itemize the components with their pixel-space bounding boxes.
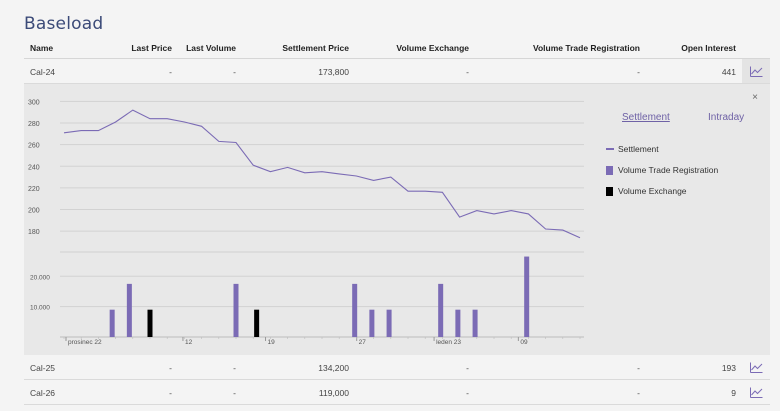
trade-registration-bar — [438, 283, 444, 337]
header-settlement-price[interactable]: Settlement Price — [282, 43, 349, 53]
cell-last-volume: - — [233, 363, 236, 373]
cell-last-volume: - — [233, 67, 236, 77]
contracts-table: Name Last Price Last Volume Settlement P… — [24, 38, 770, 84]
trade-registration-bar — [109, 309, 115, 337]
legend-item-volume-exchange[interactable]: Volume Exchange — [606, 185, 718, 206]
x-tick-label: prosinec 22 — [68, 339, 102, 346]
exchange-bar — [254, 309, 260, 337]
line-chart-icon — [749, 66, 762, 77]
chart-panel: 180 200 220 240 260 280 300 10.000 20.000 prosine… — [24, 84, 770, 355]
cell-volume-exchange: - — [466, 363, 469, 373]
legend-label: Volume Trade Registration — [618, 165, 719, 175]
legend-item-volume-trade-registration[interactable]: Volume Trade Registration — [606, 164, 718, 185]
cell-last-volume: - — [233, 388, 236, 398]
table-row: Cal-26 - - 119,000 - - 9 — [24, 380, 770, 405]
tab-settlement[interactable]: Settlement — [622, 112, 670, 123]
cell-last-price: - — [169, 67, 172, 77]
trade-registration-bar — [126, 283, 132, 337]
header-name[interactable]: Name — [30, 43, 54, 53]
cell-volume-exchange: - — [466, 388, 469, 398]
cell-last-price: - — [169, 388, 172, 398]
chart-toggle-button[interactable] — [742, 355, 770, 379]
cell-last-price: - — [169, 363, 172, 373]
x-tick-label: leden 23 — [436, 339, 461, 346]
cell-volume-trade-registration: - — [637, 67, 640, 77]
trade-registration-bar — [472, 309, 478, 337]
cell-open-interest: 9 — [731, 388, 736, 398]
price-tick-label: 200 — [28, 208, 40, 215]
cell-open-interest: 193 — [721, 363, 736, 373]
cell-settlement-price: 119,000 — [318, 388, 349, 398]
trade-registration-bar — [386, 309, 392, 337]
price-tick-label: 220 — [28, 186, 40, 193]
chart-legend: Settlement Volume Trade Registration Vol… — [606, 143, 718, 206]
price-tick-label: 180 — [28, 229, 40, 236]
contracts-table-continued: Cal-25 - - 134,200 - - 193 Cal-26 - - 11… — [24, 355, 770, 405]
price-tick-label: 240 — [28, 164, 40, 171]
x-tick-label: 27 — [359, 339, 367, 346]
header-last-volume[interactable]: Last Volume — [186, 43, 236, 53]
exchange-bar — [147, 309, 153, 337]
close-panel-button[interactable]: × — [752, 92, 758, 103]
header-open-interest[interactable]: Open Interest — [681, 43, 736, 53]
legend-swatch-volume-exchange — [606, 187, 613, 196]
settlement-series-line — [63, 109, 581, 239]
volume-tick-label: 20.000 — [30, 274, 50, 281]
cell-open-interest: 441 — [721, 67, 736, 77]
x-tick-label: 19 — [268, 339, 276, 346]
price-tick-label: 260 — [28, 143, 40, 150]
chart-toggle-button[interactable] — [742, 59, 770, 83]
table-row: Cal-24 - - 173,800 - - 441 — [24, 59, 770, 84]
line-chart-icon — [749, 362, 762, 373]
header-volume-trade-registration[interactable]: Volume Trade Registration — [532, 43, 640, 53]
table-header: Name Last Price Last Volume Settlement P… — [24, 38, 770, 59]
legend-item-settlement[interactable]: Settlement — [606, 143, 718, 164]
x-tick-label: 09 — [520, 339, 528, 346]
legend-swatch-settlement — [606, 148, 614, 150]
legend-swatch-volume-trade-registration — [606, 166, 613, 175]
price-tick-label: 280 — [28, 121, 40, 128]
cell-volume-trade-registration: - — [637, 388, 640, 398]
trade-registration-bar — [524, 256, 530, 337]
legend-label: Settlement — [618, 144, 659, 154]
price-tick-label: 300 — [28, 99, 40, 106]
trade-registration-bar — [352, 283, 358, 337]
trade-registration-bar — [369, 309, 375, 337]
tab-intraday[interactable]: Intraday — [708, 112, 745, 123]
line-chart-icon — [749, 387, 762, 398]
volume-tick-label: 10.000 — [30, 305, 50, 312]
cell-name: Cal-24 — [30, 67, 56, 77]
cell-volume-exchange: - — [466, 67, 469, 77]
cell-name: Cal-25 — [30, 363, 56, 373]
header-volume-exchange[interactable]: Volume Exchange — [396, 43, 469, 53]
cell-name: Cal-26 — [30, 388, 56, 398]
cell-settlement-price: 134,200 — [318, 363, 349, 373]
chart-toggle-button[interactable] — [742, 380, 770, 404]
cell-volume-trade-registration: - — [637, 363, 640, 373]
cell-settlement-price: 173,800 — [318, 67, 349, 77]
x-tick-label: 12 — [185, 339, 193, 346]
settlement-chart: 180 200 220 240 260 280 300 10.000 20.000 prosine… — [28, 99, 584, 346]
table-row: Cal-25 - - 134,200 - - 193 — [24, 355, 770, 380]
page-title: Baseload — [24, 14, 104, 34]
trade-registration-bar — [233, 283, 239, 337]
header-last-price[interactable]: Last Price — [131, 43, 172, 53]
legend-label: Volume Exchange — [618, 186, 687, 196]
trade-registration-bar — [455, 309, 461, 337]
